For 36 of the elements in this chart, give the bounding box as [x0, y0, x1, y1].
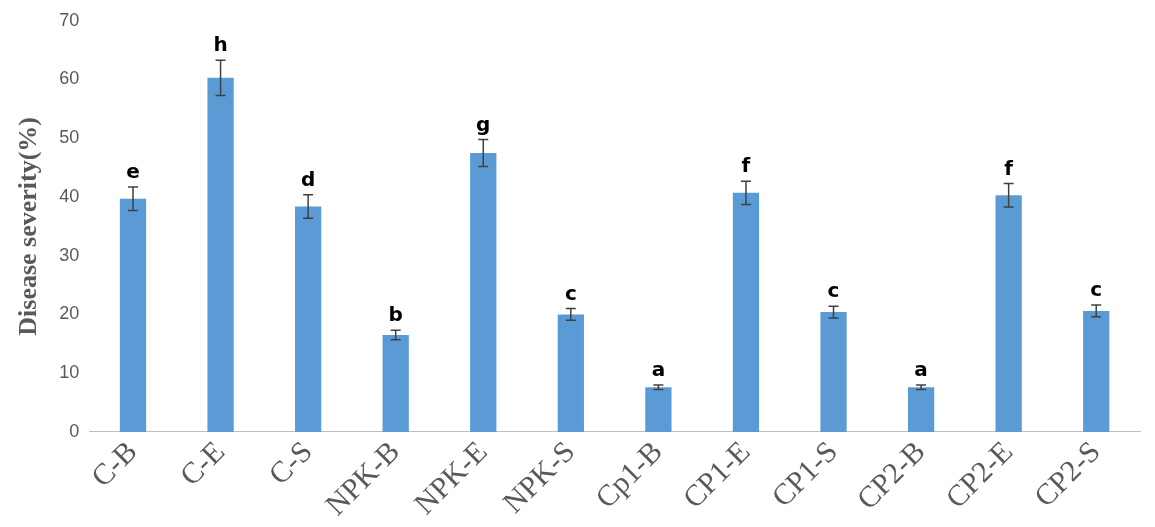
y-tick-label: 20 — [59, 303, 80, 324]
annotation: c — [827, 278, 840, 303]
bar — [470, 152, 497, 432]
bar — [907, 387, 935, 432]
bar — [1083, 310, 1110, 432]
bar — [207, 77, 234, 432]
bar — [382, 334, 409, 432]
annotation: e — [126, 159, 140, 184]
annotation: g — [476, 111, 491, 136]
bar — [119, 198, 147, 432]
y-tick-label: 30 — [59, 244, 80, 265]
bar — [732, 192, 760, 432]
annotation: c — [1090, 277, 1103, 302]
annotation: f — [1004, 155, 1014, 180]
annotation: h — [213, 32, 228, 57]
y-axis-title: Disease severity(%) — [13, 116, 43, 336]
annotation: d — [300, 166, 316, 191]
x-tick-label: C-S — [261, 434, 318, 491]
annotation: a — [651, 357, 666, 382]
bar — [557, 314, 584, 432]
x-tick-label: C-E — [172, 434, 231, 492]
y-tick-label: 0 — [69, 420, 80, 441]
x-tick-label: C-B — [84, 434, 143, 493]
y-tick-label: 60 — [59, 68, 80, 89]
bar — [645, 387, 672, 432]
annotation: b — [388, 302, 403, 327]
bar — [820, 312, 847, 432]
y-tick-label: 40 — [59, 185, 80, 206]
bar — [995, 195, 1022, 432]
annotation: f — [741, 153, 751, 178]
bar — [295, 206, 322, 432]
y-tick-label: 70 — [59, 9, 80, 30]
annotation: c — [564, 280, 577, 305]
y-tick-label: 50 — [59, 127, 80, 148]
annotation: a — [914, 357, 928, 382]
y-tick-label: 10 — [59, 362, 80, 383]
